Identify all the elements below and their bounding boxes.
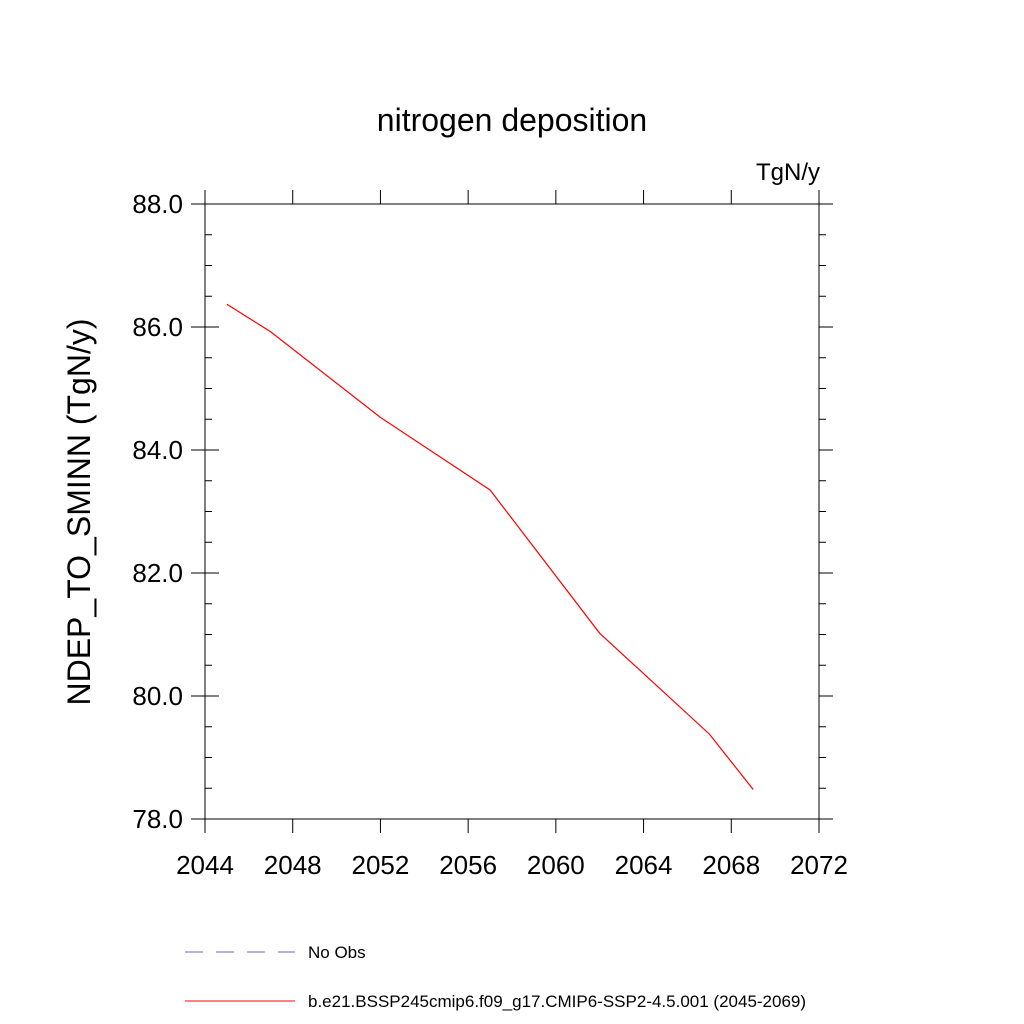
x-tick-label: 2052	[352, 850, 410, 880]
x-tick-label: 2044	[176, 850, 234, 880]
x-tick-label: 2048	[264, 850, 322, 880]
legend-label: b.e21.BSSP245cmip6.f09_g17.CMIP6-SSP2-4.…	[308, 992, 806, 1011]
y-axis-label: NDEP_TO_SMINN (TgN/y)	[61, 318, 97, 705]
series-line	[226, 303, 754, 790]
legend-label: No Obs	[308, 943, 366, 962]
x-tick-label: 2072	[790, 850, 848, 880]
y-tick-label: 78.0	[132, 804, 183, 834]
y-tick-label: 88.0	[132, 189, 183, 219]
units-label: TgN/y	[756, 159, 820, 186]
y-tick-label: 86.0	[132, 312, 183, 342]
y-tick-label: 80.0	[132, 681, 183, 711]
x-tick-label: 2060	[527, 850, 585, 880]
plot-frame	[204, 203, 820, 820]
x-tick-label: 2068	[702, 850, 760, 880]
x-tick-label: 2064	[615, 850, 673, 880]
y-tick-label: 82.0	[132, 558, 183, 588]
chart-title: nitrogen deposition	[377, 102, 647, 138]
y-tick-label: 84.0	[132, 435, 183, 465]
axis-tick-labels: 2044 2048 2052 2056 2060 2064 2068 2072 78.0 80.0…	[132, 189, 848, 880]
x-tick-label: 2056	[439, 850, 497, 880]
legend: No Obs b.e21.BSSP245cmip6.f09_g17.CMIP6-S…	[185, 943, 806, 1011]
series-layer	[226, 303, 754, 790]
axis-ticks	[191, 190, 833, 833]
